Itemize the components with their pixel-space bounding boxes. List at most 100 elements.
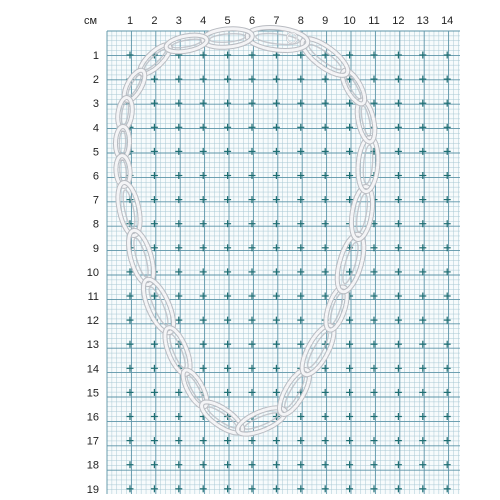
y-tick-label: 13 — [87, 339, 99, 351]
plus-marker — [272, 292, 280, 300]
plus-marker — [370, 268, 378, 276]
plus-marker — [126, 340, 134, 348]
plus-marker — [370, 485, 378, 493]
plus-marker — [248, 292, 256, 300]
necklace-link — [126, 227, 156, 288]
plus-marker — [126, 316, 134, 324]
plus-marker — [175, 220, 183, 228]
plus-marker — [248, 220, 256, 228]
plus-marker — [150, 437, 158, 445]
plus-marker — [248, 75, 256, 83]
plus-marker — [443, 413, 451, 420]
plus-marker — [272, 364, 280, 372]
plus-marker — [346, 413, 354, 420]
plus-marker — [394, 244, 402, 252]
plus-marker — [224, 123, 232, 131]
y-tick-label: 19 — [87, 484, 99, 496]
plus-marker — [224, 268, 232, 276]
plus-marker — [321, 244, 329, 252]
plus-marker — [150, 461, 158, 469]
plus-marker — [150, 196, 158, 204]
y-tick-label: 16 — [87, 412, 99, 424]
plus-marker — [199, 172, 207, 179]
plus-marker — [370, 316, 378, 324]
plus-marker — [175, 123, 183, 131]
plus-marker — [224, 364, 232, 372]
plus-marker — [224, 147, 232, 155]
y-tick-label: 17 — [87, 436, 99, 448]
plus-marker — [248, 123, 256, 131]
plus-marker — [443, 244, 451, 252]
plus-marker — [199, 244, 207, 252]
plus-marker — [419, 388, 427, 396]
y-tick-label: 15 — [87, 387, 99, 399]
plus-marker — [175, 485, 183, 493]
plus-marker — [321, 172, 329, 179]
plus-marker — [199, 485, 207, 493]
plus-marker — [224, 461, 232, 469]
y-tick-label: 4 — [93, 122, 99, 134]
plus-marker — [199, 316, 207, 324]
plus-marker — [321, 364, 329, 372]
plus-marker — [394, 316, 402, 324]
y-tick-label: 3 — [93, 98, 99, 110]
plus-marker — [346, 316, 354, 324]
plus-marker — [150, 75, 158, 83]
x-tick-label: 13 — [417, 15, 429, 27]
x-tick-label: 10 — [343, 15, 355, 27]
plus-marker — [272, 485, 280, 493]
necklace-link — [115, 180, 143, 238]
plus-marker — [297, 172, 305, 179]
plus-marker — [443, 172, 451, 179]
necklace-link — [244, 25, 311, 53]
plus-marker — [297, 123, 305, 131]
plus-marker — [199, 364, 207, 372]
plus-marker — [150, 147, 158, 155]
plus-marker — [370, 437, 378, 445]
plus-marker — [126, 413, 134, 420]
plus-marker — [175, 388, 183, 396]
plus-marker — [297, 437, 305, 445]
plus-marker — [199, 99, 207, 107]
plus-marker — [126, 437, 134, 445]
plus-marker — [248, 485, 256, 493]
plus-marker — [297, 51, 305, 59]
plus-marker — [394, 413, 402, 420]
plus-marker — [394, 75, 402, 83]
plus-marker — [443, 340, 451, 348]
plus-marker — [224, 340, 232, 348]
plus-marker — [443, 388, 451, 396]
plus-marker — [370, 99, 378, 107]
plus-marker — [370, 75, 378, 83]
x-tick-label: 7 — [273, 15, 279, 27]
necklace-link — [200, 26, 255, 50]
plus-marker — [297, 413, 305, 420]
necklace-link — [137, 42, 173, 77]
plus-marker — [346, 123, 354, 131]
plus-marker — [199, 147, 207, 155]
plus-marker — [248, 172, 256, 179]
plus-marker — [272, 220, 280, 228]
plus-marker — [248, 461, 256, 469]
plus-marker — [224, 51, 232, 59]
plus-marker — [150, 292, 158, 300]
y-tick-label: 12 — [87, 315, 99, 327]
plus-marker — [199, 340, 207, 348]
plus-marker — [419, 220, 427, 228]
plus-marker — [394, 220, 402, 228]
plus-markers — [126, 51, 451, 493]
plus-marker — [419, 244, 427, 252]
x-tick-label: 14 — [441, 15, 453, 27]
plus-marker — [321, 147, 329, 155]
plus-marker — [150, 123, 158, 131]
plus-marker — [224, 75, 232, 83]
plus-marker — [419, 485, 427, 493]
plus-marker — [394, 268, 402, 276]
plus-marker — [199, 220, 207, 228]
plus-marker — [199, 123, 207, 131]
plus-marker — [248, 147, 256, 155]
plus-marker — [297, 99, 305, 107]
plus-marker — [321, 220, 329, 228]
plus-marker — [248, 437, 256, 445]
